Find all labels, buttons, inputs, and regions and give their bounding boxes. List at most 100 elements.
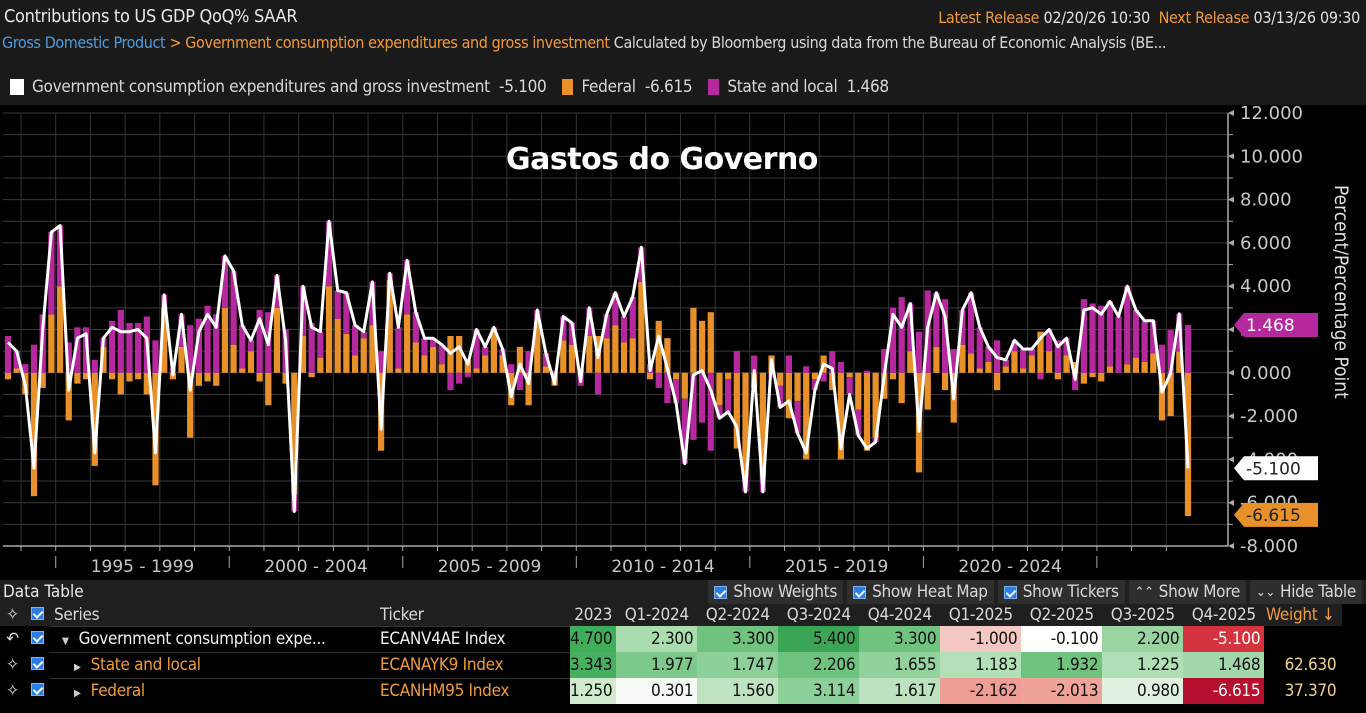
legend-item-total[interactable]: Government consumption expenditures and … [10,77,547,97]
bar-federal [1089,372,1096,378]
bar-state-local [1080,299,1088,373]
collapse-icon[interactable]: ▼ [62,636,69,647]
bar-federal [108,372,116,380]
bar-federal [985,361,992,373]
heatmap-cell: 2.300 [616,626,698,652]
column-header-weight[interactable]: Weight ↓ [1264,604,1343,626]
table-row[interactable]: ✧ ▶ Federal ECANHM95 Index 1.250 0.301 1.560 3.… [0,677,1342,704]
checkbox-icon[interactable] [1003,585,1017,599]
bar-state-local [941,299,949,373]
row-checkbox[interactable] [25,626,50,652]
bar-state-local [456,372,463,384]
bar-federal [1020,368,1027,373]
bar-federal [655,320,662,373]
series-name[interactable]: ▶ State and local [50,651,376,678]
column-header-series[interactable]: Series [50,604,376,626]
bar-state-local [664,372,671,404]
heatmap-cell: 1.560 [697,678,779,704]
column-header-ticker[interactable]: Ticker [376,604,570,626]
column-header-period[interactable]: Q3-2025 [1102,604,1184,626]
bar-federal [620,342,628,373]
bar-federal [30,372,38,497]
breadcrumb-current[interactable]: Government consumption expenditures and … [185,33,610,52]
column-header-period[interactable]: Q1-2025 [940,604,1022,626]
x-tick-label: 2005 - 2009 [438,557,541,577]
bar-state-local [403,260,411,315]
bar-federal [13,368,20,373]
expand-icon[interactable]: ▶ [74,688,81,700]
show-weights-toggle[interactable]: Show Weights [708,580,844,604]
chart-area[interactable]: 12.00010.0008.0006.0004.0002.0000.000-2.… [0,105,1366,580]
bar-state-local [985,346,992,362]
column-header-period[interactable]: Q2-2024 [697,604,779,626]
legend-item-federal[interactable]: Federal -6.615 [562,77,693,97]
bar-federal [525,372,532,406]
bar-federal [456,335,463,373]
hide-table-button[interactable]: ⌄⌄ Hide Table [1249,580,1362,604]
heatmap-cell: -2.013 [1021,678,1103,704]
x-tick-label: 2015 - 2019 [785,557,888,577]
row-checkbox[interactable] [25,652,50,678]
breadcrumb-root[interactable]: Gross Domestic Product [2,33,166,52]
column-header-period[interactable]: Q3-2024 [778,604,860,626]
legend-item-state-local[interactable]: State and local 1.468 [708,77,889,97]
weight-value: 62.630 [1284,655,1337,675]
crosshair-icon[interactable]: ✧ [6,681,19,701]
bar-federal [872,372,879,438]
last-value-tag-federal-bg [1234,502,1318,527]
crosshair-icon[interactable]: ✧ [6,655,19,675]
select-all-checkbox[interactable] [25,604,50,626]
row-checkbox[interactable] [25,678,50,704]
ticker[interactable]: ECANAYK9 Index [376,651,570,678]
bar-federal [1011,351,1018,373]
series-name[interactable]: ▼ Government consumption expe... [50,625,376,652]
bar-federal [473,368,480,373]
chart-svg[interactable]: 12.00010.0008.0006.0004.0002.0000.000-2.… [0,105,1366,580]
latest-release-label: Latest Release [938,8,1040,27]
legend-swatch-state-local [708,79,720,95]
bar-state-local [959,310,966,345]
bar-state-local [317,331,324,358]
bar-federal [100,346,107,373]
show-more-button[interactable]: ⌃⌃ Show More [1128,580,1246,604]
bar-federal [82,372,90,380]
column-header-period[interactable]: Q4-2025 [1183,604,1265,626]
table-row[interactable]: ↶ ▼ Government consumption expe... ECANV4AE… [0,625,1342,652]
show-heat-map-toggle[interactable]: Show Heat Map [847,580,994,604]
checkbox-icon[interactable] [853,585,867,599]
bar-state-local [1054,340,1061,373]
bar-federal [265,372,272,406]
bar-federal [534,320,541,373]
column-header-period[interactable]: 2023 [570,604,617,626]
undo-icon[interactable]: ↶ [6,629,19,649]
show-tickers-toggle[interactable]: Show Tickers [997,580,1125,604]
series-name[interactable]: ▶ Federal [50,677,376,704]
bar-state-local [334,290,341,319]
bar-state-local [421,338,428,356]
bar-state-local [273,275,281,308]
button-label: Show Weights [733,582,838,602]
crosshair-icon[interactable]: ✧ [0,604,25,626]
y-tick-label: 8.000 [1240,190,1292,211]
x-tick-label: 2000 - 2004 [264,557,367,577]
checkbox-icon[interactable] [714,585,728,599]
bar-state-local [681,398,688,464]
column-header-period[interactable]: Q4-2024 [859,604,941,626]
weight-value [1264,626,1342,652]
bar-federal [924,372,931,410]
table-row[interactable]: ✧ ▶ State and local ECANAYK9 Index 3.343 1.97… [0,651,1342,678]
expand-icon[interactable]: ▶ [74,662,81,673]
column-header-period[interactable]: Q2-2025 [1021,604,1103,626]
ticker[interactable]: ECANV4AE Index [376,625,570,652]
heatmap-cell: 5.400 [778,626,860,652]
bar-state-local [1184,325,1192,373]
ticker[interactable]: ECANHM95 Index [376,677,570,704]
bar-state-local [438,344,445,365]
bar-federal [560,340,567,373]
y-tick [1228,369,1234,376]
heatmap-cell: 2.200 [1102,626,1184,652]
column-header-period[interactable]: Q1-2024 [616,604,698,626]
legend-swatch-federal [562,79,574,95]
x-tick-label: 2020 - 2024 [958,557,1061,577]
bar-federal [681,372,688,399]
